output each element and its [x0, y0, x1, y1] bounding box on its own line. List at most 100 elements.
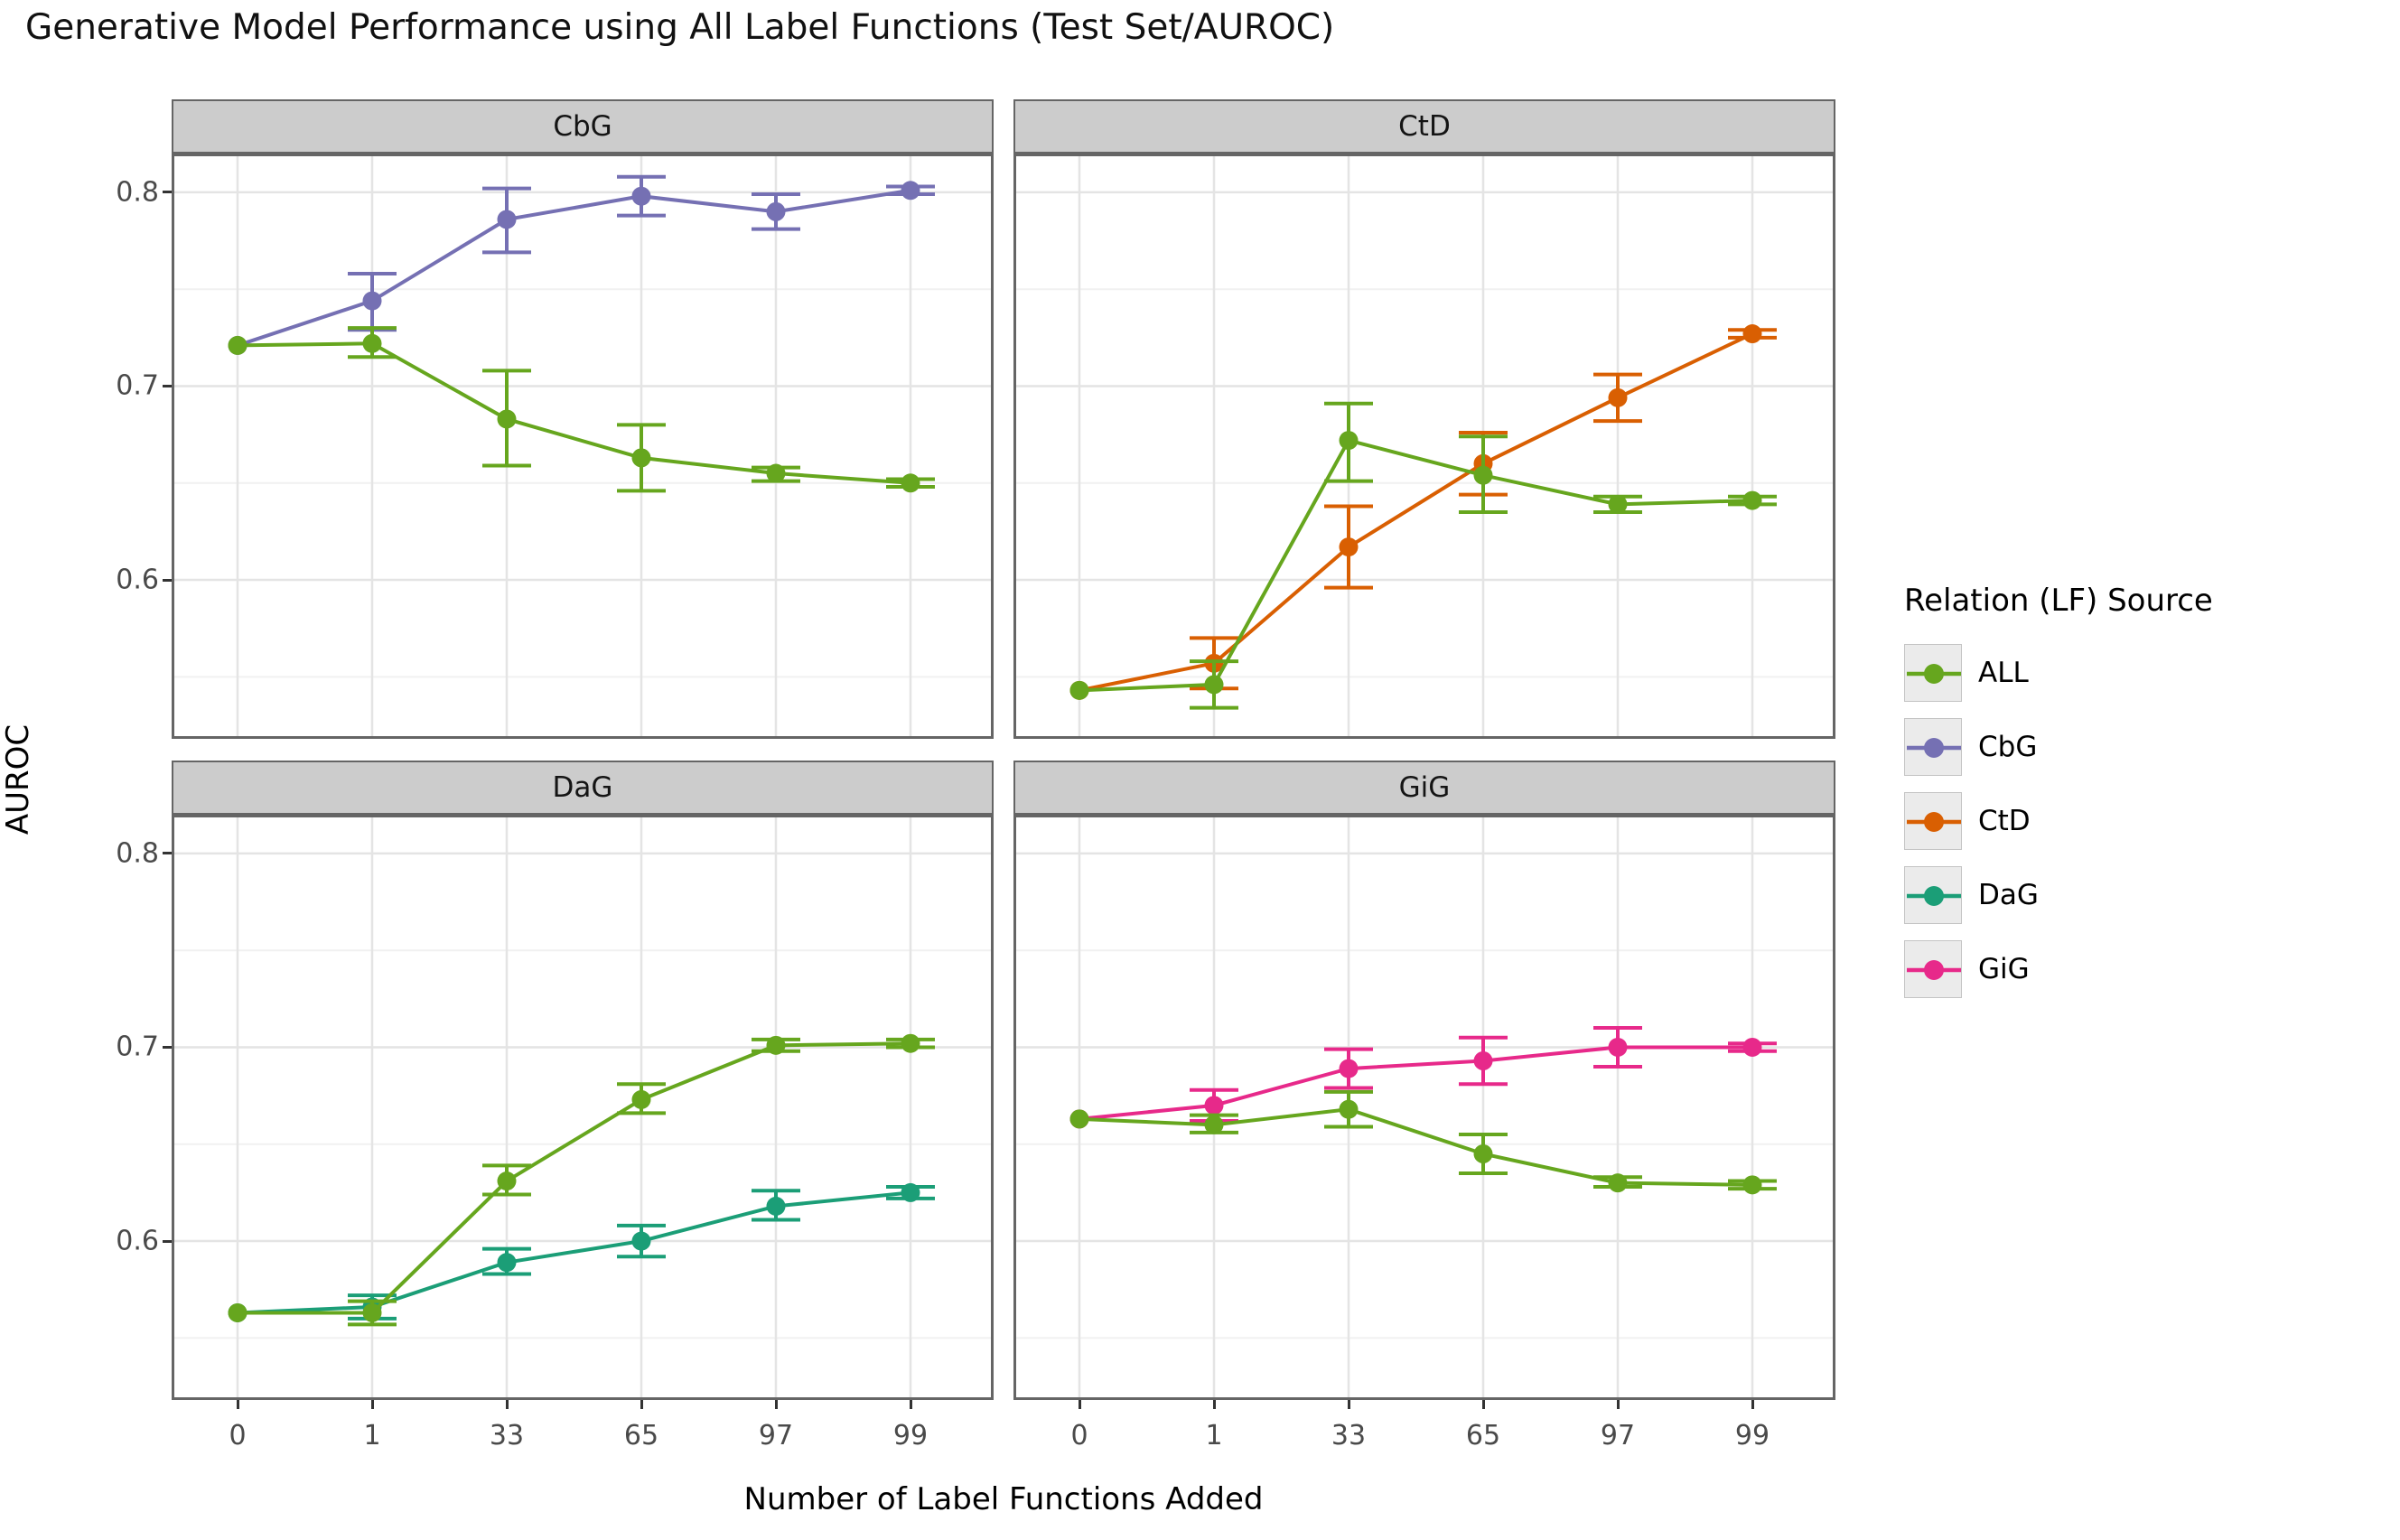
data-point — [1608, 387, 1628, 407]
x-tick-label: 0 — [1070, 1420, 1088, 1451]
series-line — [1079, 1107, 1753, 1187]
legend-entry-label: GiG — [1978, 953, 2030, 985]
data-point — [631, 186, 651, 206]
data-point — [1204, 1115, 1224, 1134]
data-point — [1473, 465, 1493, 485]
data-point — [901, 181, 920, 201]
data-point — [1473, 1051, 1493, 1071]
data-point — [362, 1302, 382, 1322]
series-line — [238, 1041, 911, 1315]
series-cbg — [228, 174, 935, 355]
legend: Relation (LF) Source ALL CbG CtD DaG GiG — [1904, 583, 2213, 1014]
y-axis-title: AUROC — [0, 723, 36, 835]
x-tick-mark — [1751, 1400, 1754, 1409]
x-tick-mark — [1078, 1400, 1081, 1409]
series-all — [1069, 1089, 1777, 1195]
y-tick-label: 0.8 — [116, 176, 159, 209]
legend-entry-all: ALL — [1904, 644, 2213, 702]
data-point — [497, 210, 517, 229]
panel-border — [172, 815, 994, 1400]
data-point — [497, 1171, 517, 1191]
data-point — [1204, 1096, 1224, 1115]
data-point — [497, 1253, 517, 1273]
data-point — [901, 1033, 920, 1053]
data-point — [1339, 537, 1359, 557]
legend-entry-cbg: CbG — [1904, 718, 2213, 776]
data-point — [1742, 490, 1762, 510]
legend-key-icon — [1904, 940, 1962, 998]
series-all — [228, 326, 935, 493]
panel-dag — [172, 815, 994, 1400]
x-tick-mark — [1481, 1400, 1485, 1409]
x-tick-mark — [640, 1400, 643, 1409]
data-point — [631, 1231, 651, 1251]
legend-entry-dag: DaG — [1904, 866, 2213, 924]
facet-strip-cbg: CbG — [172, 99, 994, 154]
facet-strip-gig: GiG — [1013, 761, 1835, 815]
y-tick-mark — [163, 578, 172, 582]
legend-key-icon — [1904, 792, 1962, 850]
data-point — [631, 448, 651, 468]
data-point — [901, 473, 920, 493]
legend-entry-ctd: CtD — [1904, 792, 2213, 850]
x-tick-label: 33 — [1331, 1420, 1367, 1451]
data-point — [766, 201, 786, 221]
y-tick-mark — [163, 1045, 172, 1049]
data-point — [1069, 1109, 1089, 1129]
x-tick-mark — [505, 1400, 509, 1409]
legend-key-point — [1924, 812, 1944, 832]
y-tick-mark — [163, 384, 172, 387]
x-tick-label: 0 — [229, 1420, 247, 1451]
data-point — [766, 1035, 786, 1055]
series-line — [1079, 438, 1753, 693]
facet-strip-label: DaG — [552, 771, 613, 804]
data-point — [1069, 680, 1089, 700]
x-axis-title: Number of Label Functions Added — [743, 1481, 1264, 1517]
x-tick-label: 97 — [1600, 1420, 1636, 1451]
legend-entry-label: DaG — [1978, 879, 2039, 911]
panel-border — [1013, 154, 1835, 739]
panel-border — [1013, 815, 1835, 1400]
facet-strip-ctd: CtD — [1013, 99, 1835, 154]
y-tick-mark — [163, 852, 172, 855]
series-line — [237, 188, 911, 348]
series-all — [228, 1033, 935, 1327]
data-point — [1339, 431, 1359, 451]
x-tick-mark — [909, 1400, 912, 1409]
legend-entry-label: CbG — [1978, 731, 2038, 763]
data-point — [631, 1089, 651, 1109]
legend-entry-gig: GiG — [1904, 940, 2213, 998]
x-tick-mark — [1347, 1400, 1350, 1409]
series-all — [1069, 401, 1777, 710]
x-tick-label: 99 — [892, 1420, 929, 1451]
legend-entry-label: CtD — [1978, 805, 2031, 837]
legend-key-point — [1924, 886, 1944, 906]
x-tick-mark — [370, 1400, 374, 1409]
data-point — [362, 291, 382, 311]
x-tick-mark — [1616, 1400, 1620, 1409]
data-point — [766, 1196, 786, 1216]
legend-entry-label: ALL — [1978, 657, 2029, 689]
data-point — [1608, 1173, 1628, 1193]
chart-title: Generative Model Performance using All L… — [25, 7, 1335, 48]
facet-strip-label: GiG — [1398, 771, 1451, 804]
panel-border — [172, 154, 994, 739]
legend-key-icon — [1904, 866, 1962, 924]
legend-key-point — [1924, 738, 1944, 758]
y-tick-label: 0.6 — [116, 1225, 159, 1257]
series-gig — [1069, 1026, 1777, 1129]
x-tick-label: 65 — [623, 1420, 659, 1451]
y-tick-label: 0.8 — [116, 837, 159, 870]
x-tick-mark — [236, 1400, 239, 1409]
data-point — [228, 335, 247, 355]
legend-key-icon — [1904, 644, 1962, 702]
data-point — [1339, 1059, 1359, 1078]
data-point — [1339, 1099, 1359, 1119]
x-tick-label: 65 — [1465, 1420, 1501, 1451]
x-tick-mark — [774, 1400, 778, 1409]
y-tick-label: 0.6 — [116, 564, 159, 596]
legend-key-point — [1924, 664, 1944, 684]
data-point — [1204, 675, 1224, 695]
data-point — [1742, 324, 1762, 344]
